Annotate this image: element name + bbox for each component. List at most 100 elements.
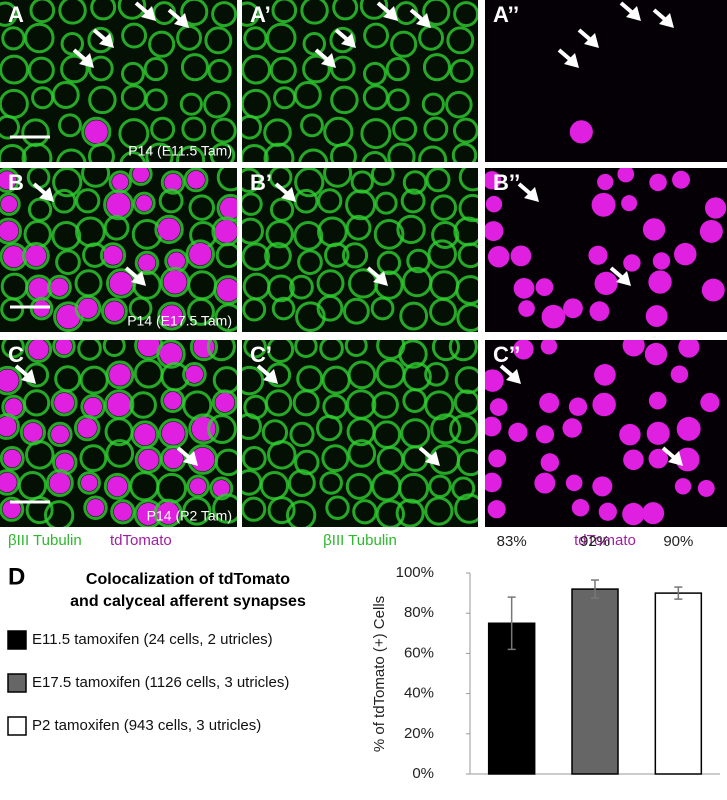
cell-ring <box>158 188 184 214</box>
cell-nucleus <box>700 392 720 413</box>
cell-ring <box>242 496 267 522</box>
cell-nucleus <box>219 197 237 219</box>
cell-ring <box>27 56 55 84</box>
cell-ring <box>132 270 162 300</box>
cell-ring <box>451 142 478 162</box>
cell-ring <box>90 0 117 21</box>
cell-nucleus <box>648 270 672 294</box>
cell-ring <box>431 220 460 250</box>
cell-ring <box>317 188 343 214</box>
cell-ring <box>188 413 220 445</box>
cell-ring <box>399 301 429 331</box>
cell-nucleus <box>704 197 727 219</box>
cell-ring <box>316 294 344 322</box>
cell-nucleus <box>103 245 123 265</box>
cell-ring <box>370 296 395 321</box>
cell-ring <box>88 85 117 115</box>
cell-ring <box>185 239 216 269</box>
cell-ring <box>52 340 76 358</box>
cell-nucleus <box>2 500 21 519</box>
cell-nucleus <box>598 502 617 521</box>
cell-ring <box>132 191 156 215</box>
cell-nucleus <box>646 421 670 445</box>
cell-nucleus <box>0 416 17 437</box>
cell-ring <box>242 217 264 245</box>
annotation: 90% <box>663 533 693 550</box>
cell-ring <box>148 30 176 58</box>
panel-label: B’’ <box>493 170 520 195</box>
cell-nucleus <box>4 398 23 416</box>
cell-ring <box>182 496 212 526</box>
cell-ring <box>294 340 318 358</box>
cell-ring <box>53 301 84 332</box>
cell-ring <box>183 168 209 193</box>
cell-ring <box>134 250 160 276</box>
cell-nucleus <box>28 277 50 299</box>
cell-ring <box>341 242 369 269</box>
cell-ring <box>454 493 478 524</box>
cell-ring <box>0 365 23 396</box>
cell-nucleus <box>0 195 18 213</box>
cell-ring <box>449 58 474 83</box>
cell-ring <box>264 389 293 417</box>
cell-nucleus <box>617 168 635 183</box>
cell-nucleus <box>594 364 616 386</box>
cell-nucleus <box>621 195 638 212</box>
cell-nucleus <box>137 502 160 526</box>
cell-ring <box>398 472 430 504</box>
cell-ring <box>207 58 232 83</box>
arrow-head <box>183 451 198 466</box>
cell-ring <box>214 448 237 477</box>
cell-ring <box>430 413 462 445</box>
cell-ring <box>452 117 478 144</box>
cell-ring <box>342 297 370 325</box>
micrograph-bg <box>242 168 478 332</box>
cell-ring <box>386 88 410 112</box>
cell-nucleus <box>0 171 17 190</box>
cell-nucleus <box>189 242 212 266</box>
cell-nucleus <box>674 242 697 266</box>
cell-ring <box>456 448 478 477</box>
cell-ring <box>87 142 115 162</box>
cell-ring <box>0 496 25 522</box>
cell-ring <box>29 296 54 321</box>
cell-ring <box>88 55 114 82</box>
cell-ring <box>60 32 85 56</box>
cell-ring <box>74 294 102 322</box>
cell-ring <box>371 391 399 419</box>
cell-nucleus <box>701 278 725 302</box>
cell-nucleus <box>163 391 182 410</box>
cell-nucleus <box>623 449 644 471</box>
cell-ring <box>187 297 215 326</box>
cell-ring <box>99 242 127 269</box>
cell-nucleus <box>3 449 22 468</box>
cell-ring <box>289 274 314 300</box>
cell-nucleus <box>644 342 668 366</box>
cell-ring <box>0 1 18 27</box>
cell-ring <box>212 493 237 524</box>
cell-ring <box>75 188 101 214</box>
cell-ring <box>189 340 219 362</box>
cell-ring <box>319 340 344 361</box>
cell-ring <box>1 26 26 51</box>
cell-ring <box>103 189 135 221</box>
cell-ring <box>374 270 404 300</box>
cell-nucleus <box>113 502 132 521</box>
arrow-head <box>39 187 54 202</box>
cell-ring <box>0 217 22 245</box>
panel-label: A’ <box>250 2 271 27</box>
cell-ring <box>390 30 418 58</box>
cell-ring <box>422 53 451 82</box>
chart-title: Colocalization of tdTomato <box>86 571 290 588</box>
cell-ring <box>446 26 475 55</box>
arrow-head <box>506 369 521 384</box>
panel-caption: P14 (E11.5 Tam) <box>128 143 232 159</box>
cell-ring <box>25 496 54 525</box>
cell-ring <box>51 220 82 251</box>
cell-nucleus <box>50 278 69 297</box>
cell-ring <box>428 474 452 498</box>
cell-nucleus <box>535 425 555 444</box>
cell-ring <box>421 92 445 116</box>
cell-nucleus <box>622 502 645 526</box>
